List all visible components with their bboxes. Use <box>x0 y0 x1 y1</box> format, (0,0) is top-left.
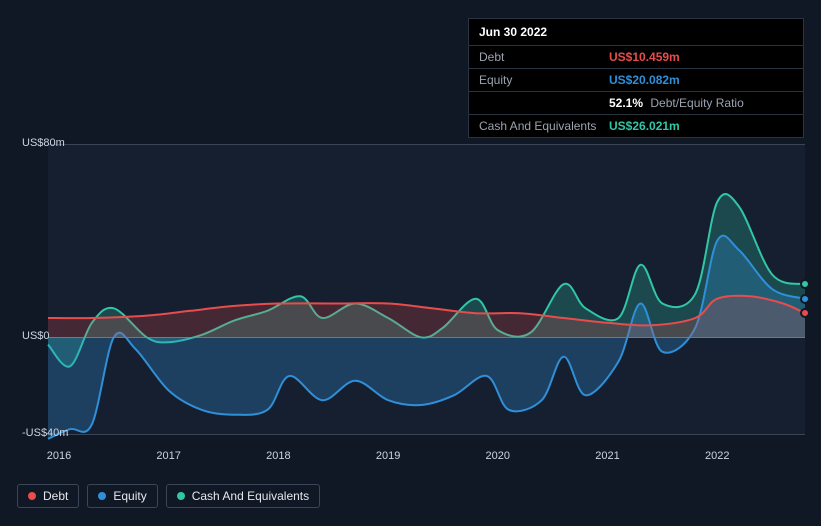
tooltip-row-label: Debt <box>479 50 609 64</box>
series-marker <box>800 294 810 304</box>
legend-item[interactable]: Cash And Equivalents <box>166 484 320 508</box>
tooltip-row: DebtUS$10.459m <box>469 46 803 69</box>
x-axis-label: 2019 <box>376 450 400 462</box>
gridline <box>48 434 805 435</box>
tooltip-row-suffix: Debt/Equity Ratio <box>647 96 744 110</box>
tooltip-row-value: 52.1% Debt/Equity Ratio <box>609 96 744 110</box>
legend: Debt Equity Cash And Equivalents <box>17 484 320 508</box>
series-marker <box>800 279 810 289</box>
x-axis-label: 2018 <box>266 450 290 462</box>
chart-area: US$80m US$0 -US$40m 2016 2017 2018 2019 2020 20… <box>16 124 805 464</box>
x-axis-label: 2016 <box>47 450 71 462</box>
x-axis-label: 2021 <box>595 450 619 462</box>
legend-item[interactable]: Debt <box>17 484 79 508</box>
series-marker <box>800 308 810 318</box>
tooltip-row: EquityUS$20.082m <box>469 69 803 92</box>
x-axis-label: 2020 <box>486 450 510 462</box>
legend-label: Debt <box>43 489 68 503</box>
series-svg <box>48 144 805 434</box>
y-axis-label: -US$40m <box>22 427 68 439</box>
legend-dot-icon <box>28 492 36 500</box>
y-axis-label: US$0 <box>22 330 50 342</box>
x-axis-label: 2017 <box>156 450 180 462</box>
tooltip-row-label <box>479 96 609 110</box>
tooltip-row-value: US$10.459m <box>609 50 680 64</box>
x-axis-label: 2022 <box>705 450 729 462</box>
legend-label: Equity <box>113 489 146 503</box>
tooltip-row-label: Equity <box>479 73 609 87</box>
plot-region <box>48 144 805 434</box>
tooltip: Jun 30 2022 DebtUS$10.459mEquityUS$20.08… <box>468 18 804 138</box>
legend-item[interactable]: Equity <box>87 484 157 508</box>
tooltip-row-value: US$20.082m <box>609 73 680 87</box>
legend-dot-icon <box>177 492 185 500</box>
legend-label: Cash And Equivalents <box>192 489 309 503</box>
legend-dot-icon <box>98 492 106 500</box>
tooltip-row: 52.1% Debt/Equity Ratio <box>469 92 803 115</box>
y-axis-label: US$80m <box>22 137 65 149</box>
tooltip-date: Jun 30 2022 <box>469 19 803 46</box>
